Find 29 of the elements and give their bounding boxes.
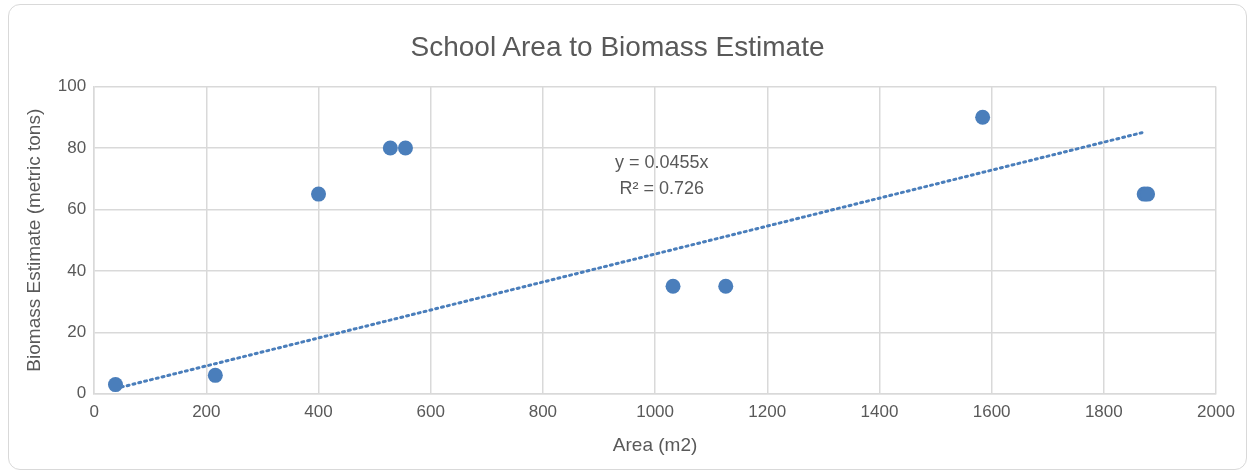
point xyxy=(397,140,413,156)
x-tick-label: 1800 xyxy=(1084,401,1123,421)
annotation: y = 0.0455x xyxy=(615,151,709,172)
x-tick-label: 400 xyxy=(304,401,333,421)
x-tick-label: 1000 xyxy=(636,401,674,421)
point xyxy=(207,367,223,383)
point xyxy=(107,377,123,393)
x-tick-label: 1600 xyxy=(972,401,1011,421)
y-tick-label: 40 xyxy=(67,260,87,280)
y-tick-label: 0 xyxy=(76,383,87,403)
point xyxy=(382,140,398,156)
y-tick-label: 100 xyxy=(57,76,87,96)
point xyxy=(311,186,327,202)
annotation: R² = 0.726 xyxy=(619,177,705,198)
point xyxy=(665,278,681,294)
chart-title: School Area to Biomass Estimate xyxy=(410,30,825,62)
x-tick-label: 800 xyxy=(528,401,558,421)
x-tick-label: 200 xyxy=(192,401,221,421)
x-tick-label: 1400 xyxy=(860,401,899,421)
point xyxy=(975,109,991,125)
x-axis-title: Area (m2) xyxy=(612,433,698,455)
y-axis-title: Biomass Estimate (metric tons) xyxy=(22,108,44,372)
point xyxy=(718,278,734,294)
x-tick-label: 1200 xyxy=(748,401,787,421)
y-tick-label: 60 xyxy=(67,199,87,219)
y-tick-label: 20 xyxy=(67,322,87,342)
y-tick-label: 80 xyxy=(67,137,87,157)
x-tick-label: 600 xyxy=(416,401,445,421)
x-tick-label: 2000 xyxy=(1197,401,1235,421)
